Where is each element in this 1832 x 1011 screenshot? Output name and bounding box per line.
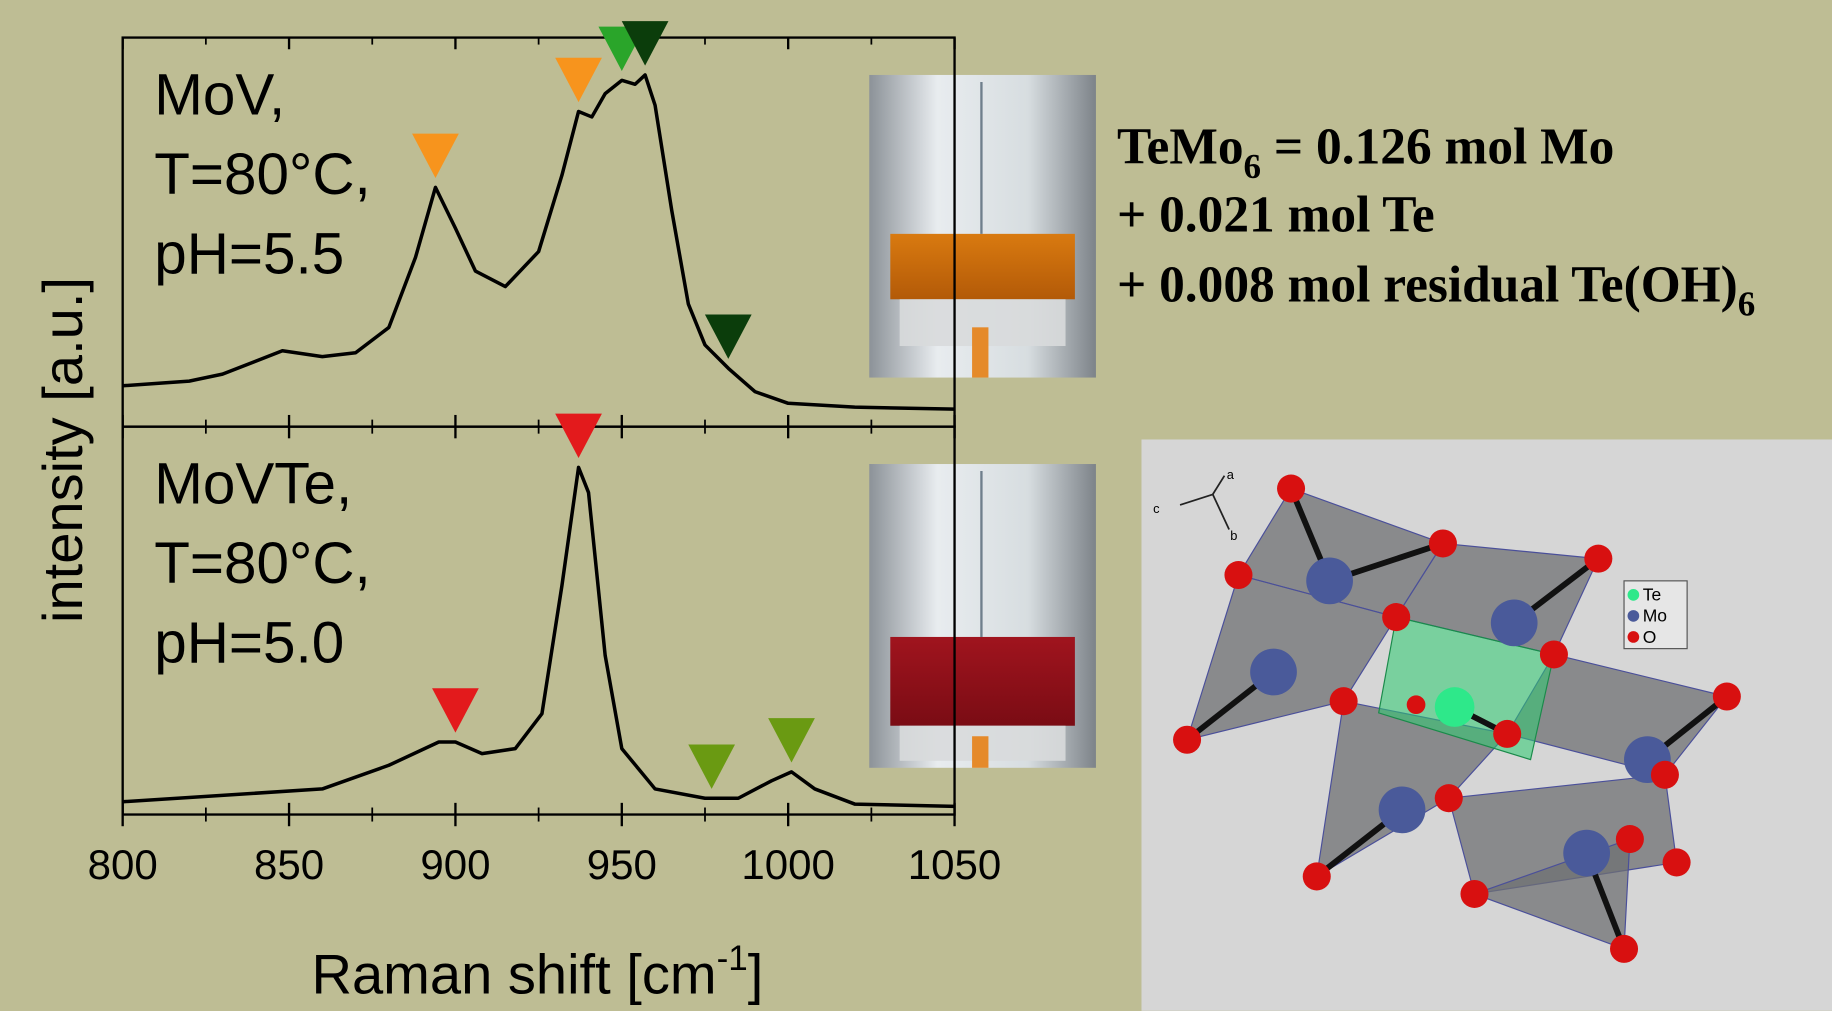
photo-movte [869, 464, 1096, 768]
page: {"chart_data": [ {"type": "line", "label… [0, 0, 1832, 1011]
x-axis-title: Raman shift [cm-1] [312, 939, 764, 1005]
equation-text: = 0.126 mol Mo [1261, 119, 1614, 176]
peak-marker [768, 718, 815, 762]
equation-line: + 0.021 mol Te [1117, 187, 1435, 244]
structure-legend-label: Te [1643, 585, 1662, 605]
panel-label: MoV, [154, 63, 285, 128]
panel-label: T=80°C, [154, 531, 371, 596]
x-axis-title-text: ] [748, 942, 764, 1005]
structure-legend-label: O [1643, 627, 1657, 647]
x-tick-label: 1050 [908, 841, 1002, 888]
panel-label: pH=5.0 [154, 611, 344, 676]
equation-subscript: 6 [1738, 285, 1756, 324]
x-tick-label: 900 [420, 841, 490, 888]
structure-legend-label: Mo [1643, 606, 1667, 626]
panel-label: MoVTe, [154, 452, 352, 517]
equation-line: TeMo6 = 0.126 mol Mo [1117, 119, 1614, 186]
plots: MoV, T=80°C, pH=5.5 800 850 900 950 1000 1050 MoV… [88, 21, 1002, 888]
structure-image: a b c Te Mo O [1141, 439, 1832, 1010]
panel-label: pH=5.5 [154, 222, 344, 287]
equation-text: TeMo [1117, 119, 1244, 176]
x-tick-label: 950 [587, 841, 657, 888]
peak-marker [432, 688, 479, 732]
panel-label: T=80°C, [154, 142, 371, 207]
peak-marker [555, 414, 602, 458]
peak-marker [688, 744, 735, 788]
equation-text: + 0.008 mol residual Te(OH) [1117, 257, 1738, 314]
x-axis-title-text: Raman shift [cm [312, 942, 717, 1005]
photo-mov [869, 75, 1096, 378]
y-axis-title: intensity [a.u.] [31, 277, 94, 623]
figure: a b c Te Mo O TeMo6 = 0.126 mol Mo + 0.0… [0, 0, 1832, 1011]
x-tick-label: 1000 [741, 841, 835, 888]
x-tick-label: 800 [88, 841, 158, 888]
x-tick-label: 850 [254, 841, 324, 888]
equation-subscript: 6 [1244, 147, 1262, 186]
structure-axis-label: a [1227, 467, 1235, 482]
x-axis-title-sup: -1 [717, 939, 748, 978]
peak-marker [555, 58, 602, 102]
structure-axis-label: b [1230, 528, 1237, 543]
equation-line: + 0.008 mol residual Te(OH)6 [1117, 257, 1755, 324]
peak-marker [412, 134, 459, 178]
structure-axis-label: c [1153, 501, 1160, 516]
